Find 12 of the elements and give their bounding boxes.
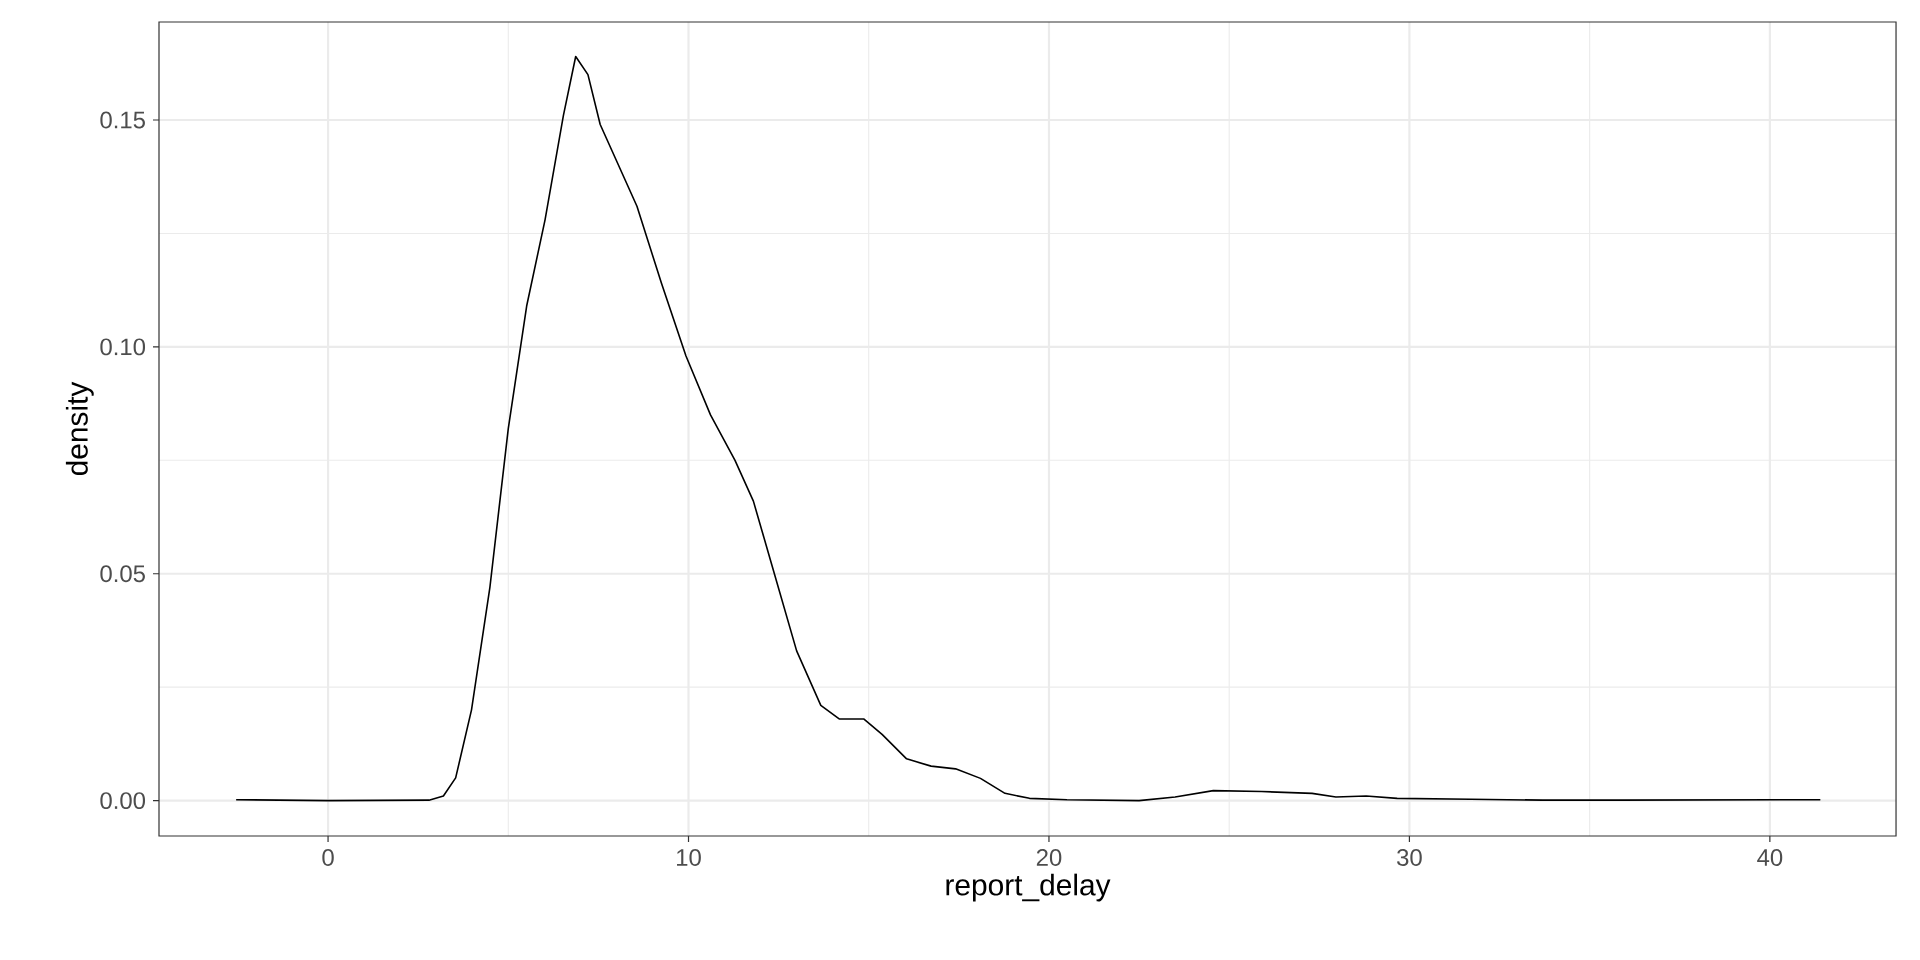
y-tick-label: 0.10 [100, 338, 146, 356]
x-tick-label: 20 [1036, 849, 1062, 866]
y-tick-label: 0.15 [100, 111, 145, 129]
y-tick-label: 0.00 [100, 792, 146, 810]
x-tick-label: 0 [322, 849, 334, 866]
x-tick-label: 40 [1757, 849, 1783, 866]
x-axis-title: report_delay [946, 873, 1111, 902]
y-axis-title: density [65, 381, 94, 476]
line-series [235, 55, 1822, 802]
x-tick-label: 10 [677, 849, 701, 866]
y-tick-label: 0.05 [100, 565, 145, 583]
x-tick-label: 30 [1397, 849, 1422, 866]
